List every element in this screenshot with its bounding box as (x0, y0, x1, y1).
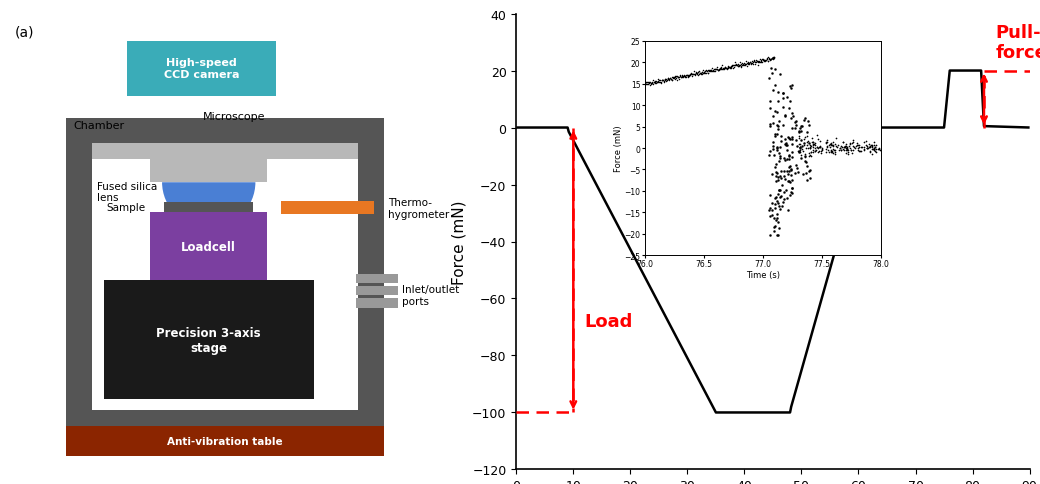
Bar (358, 131, 384, 426)
Bar (356, 299, 397, 308)
Bar (93, 144, 358, 160)
Text: Precision 3-axis
stage: Precision 3-axis stage (156, 326, 261, 354)
Text: Inlet/outlet
ports: Inlet/outlet ports (402, 285, 460, 306)
Text: Thermo-
hygrometer: Thermo- hygrometer (388, 197, 449, 219)
Bar (127, 42, 277, 96)
Bar (164, 202, 253, 212)
Bar (67, 426, 384, 456)
Text: Load: Load (584, 313, 633, 331)
Bar (151, 160, 267, 183)
Bar (93, 144, 358, 410)
Text: Microscope: Microscope (203, 112, 265, 122)
Text: Pull-off
force: Pull-off force (995, 24, 1040, 62)
Bar (151, 212, 267, 281)
Text: (a): (a) (15, 26, 34, 40)
Bar (67, 131, 93, 426)
Bar (67, 119, 384, 144)
Bar (104, 281, 314, 399)
Bar (67, 410, 384, 426)
Y-axis label: Force (mN): Force (mN) (451, 200, 467, 284)
Text: Anti-vibration table: Anti-vibration table (167, 436, 283, 446)
Text: High-speed
CCD camera: High-speed CCD camera (164, 59, 239, 80)
Bar (356, 287, 397, 296)
Bar (281, 202, 374, 215)
Text: Sample: Sample (107, 202, 146, 212)
Bar (356, 274, 397, 284)
Text: (b): (b) (475, 0, 495, 1)
Text: Chamber: Chamber (74, 121, 125, 131)
Text: Loadcell: Loadcell (181, 240, 236, 253)
Wedge shape (162, 183, 256, 228)
Text: Fused silica
lens: Fused silica lens (97, 181, 157, 203)
